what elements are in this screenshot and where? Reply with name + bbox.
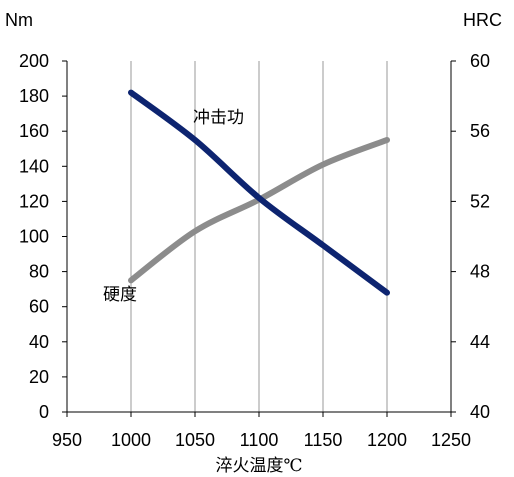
left-tick-label-120: 120 [19, 191, 49, 211]
left-tick-label-200: 200 [19, 51, 49, 71]
x-axis-title: 淬火温度℃ [215, 456, 302, 476]
series-line-impact [128, 89, 390, 296]
left-tick-label-80: 80 [29, 262, 49, 282]
x-tick-label-1150: 1150 [304, 430, 343, 450]
x-tick-label-950: 950 [52, 430, 82, 450]
left-tick-label-0: 0 [39, 402, 49, 422]
x-tick-label-1250: 1250 [431, 430, 471, 450]
x-tick-label-1100: 1100 [240, 430, 279, 450]
left-tick-label-40: 40 [29, 332, 49, 352]
right-tick-label-56: 56 [470, 121, 490, 141]
series-label-hardness: 硬度 [103, 285, 137, 305]
right-tick-label-48: 48 [470, 262, 490, 282]
right-tick-label-44: 44 [470, 332, 490, 352]
left-tick-label-180: 180 [19, 86, 49, 106]
left-tick-label-160: 160 [19, 121, 49, 141]
left-tick-label-60: 60 [29, 297, 49, 317]
x-tick-label-1000: 1000 [111, 430, 151, 450]
right-tick-label-40: 40 [470, 402, 490, 422]
right-tick-label-60: 60 [470, 51, 490, 71]
left-tick-label-140: 140 [19, 156, 49, 176]
gridlines [130, 61, 388, 412]
left-axis-unit: Nm [5, 10, 33, 30]
x-tick-label-1050: 1050 [175, 430, 215, 450]
right-tick-label-52: 52 [470, 191, 490, 211]
left-tick-label-100: 100 [19, 227, 49, 247]
x-tick-label-1200: 1200 [367, 430, 407, 450]
left-tick-label-20: 20 [29, 367, 49, 387]
series [128, 89, 390, 296]
ticks: 950 1000 1050 1100 1150 1200 1250 0 20 40 60 80 100 1… [19, 51, 490, 450]
right-axis-unit: HRC [463, 10, 502, 30]
series-label-impact: 冲击功 [193, 108, 244, 128]
